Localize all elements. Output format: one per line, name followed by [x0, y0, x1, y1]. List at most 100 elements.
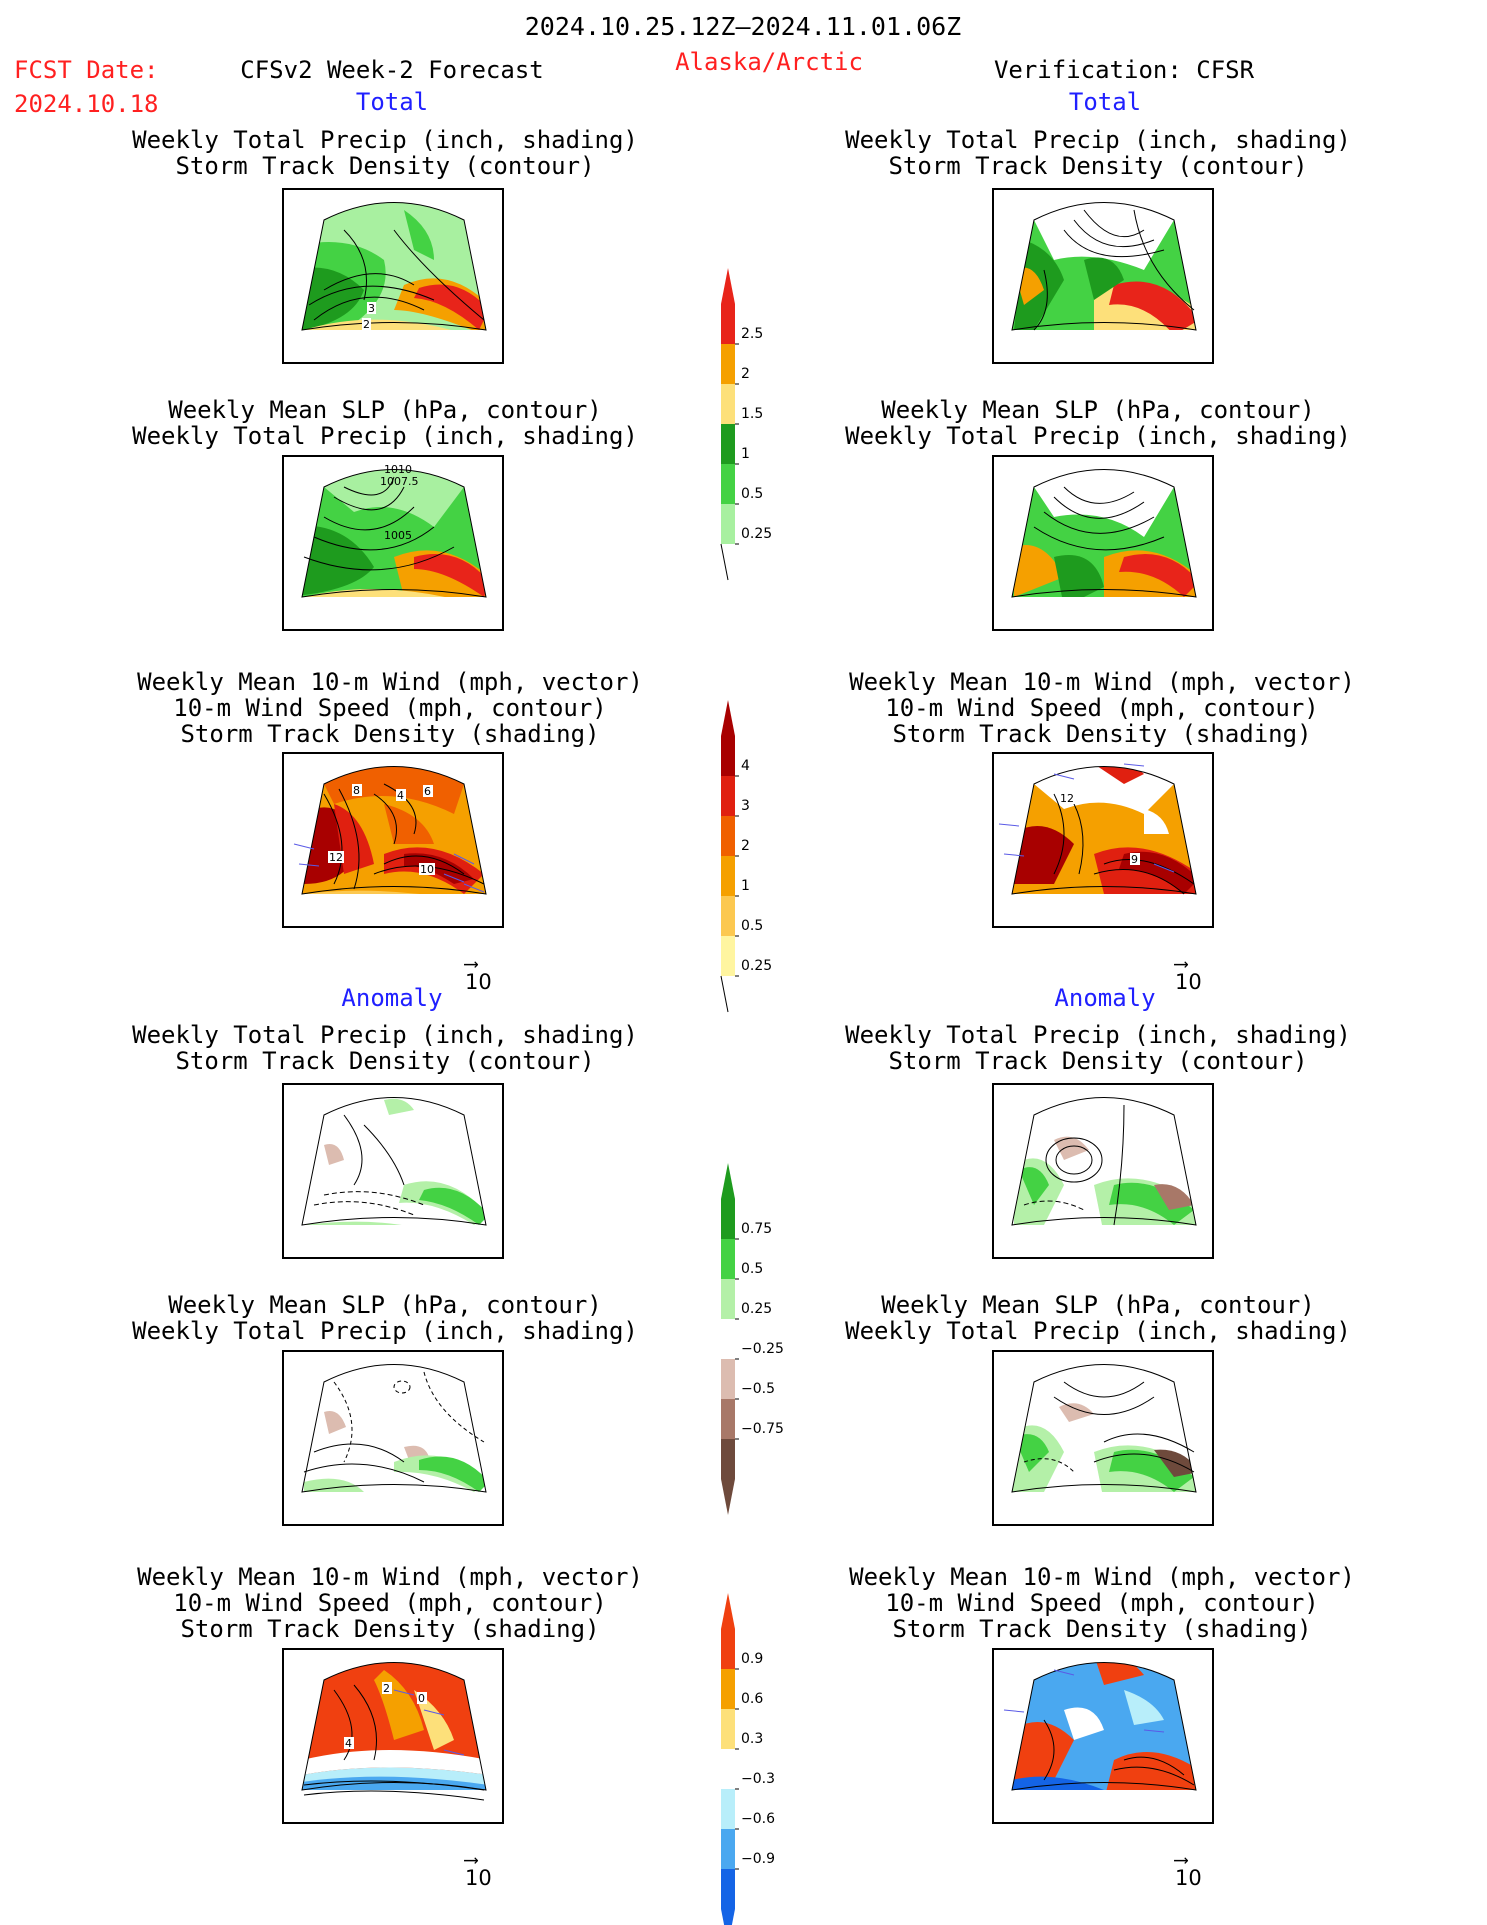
contour-label: 9	[1131, 853, 1138, 866]
colorbar-band	[721, 1629, 735, 1669]
caption-fc-r3-l3: Storm Track Density (shading)	[180, 720, 600, 748]
colorbar-tick-label: 2.5	[741, 326, 763, 342]
caption-ver-r6-l1: Weekly Mean 10-m Wind (mph, vector)	[849, 1563, 1355, 1591]
map-verification-anomaly-precip-storm	[992, 1083, 1214, 1259]
caption-fc-r1-l2: Storm Track Density (contour)	[175, 152, 595, 180]
caption-fc-r4-l2: Storm Track Density (contour)	[175, 1047, 595, 1075]
map-forecast-total-wind-storm: 8 4 6 12 10	[282, 752, 504, 928]
colorbar-band	[721, 1829, 735, 1869]
right-arrow-icon: ⟶	[1175, 1847, 1188, 1871]
contour-label: 8	[353, 784, 360, 797]
caption-fc-r5-l1: Weekly Mean SLP (hPa, contour)	[168, 1291, 602, 1319]
colorbar-top-cap	[721, 268, 735, 304]
colorbar-tick-label: 0.25	[741, 958, 772, 974]
colorbar-tick-label: −0.6	[741, 1811, 775, 1827]
colorbar-band	[721, 1869, 735, 1909]
colorbar-band	[721, 504, 735, 544]
contour-label: 12	[329, 851, 343, 864]
fcst-date-label: FCST Date:	[14, 56, 159, 84]
vector-ref-forecast-anomaly: ⟶ 10	[465, 1847, 492, 1890]
map-verification-total-wind-storm: 12 9	[992, 752, 1214, 928]
colorbar-tick-label: 2	[741, 838, 750, 854]
contour-label: 0	[418, 1692, 425, 1705]
caption-fc-r2-l1: Weekly Mean SLP (hPa, contour)	[168, 396, 602, 424]
contour-label: 3	[368, 302, 375, 315]
colorbar-band	[721, 304, 735, 344]
colorbar-tick-label: 0.5	[741, 918, 763, 934]
caption-fc-r4-l1: Weekly Total Precip (inch, shading)	[132, 1021, 638, 1049]
colorbar-band	[721, 1279, 735, 1319]
caption-ver-r3-l3: Storm Track Density (shading)	[892, 720, 1312, 748]
right-arrow-icon: ⟶	[1175, 951, 1188, 975]
caption-fc-r6-l2: 10-m Wind Speed (mph, contour)	[173, 1589, 607, 1617]
caption-ver-r1-l2: Storm Track Density (contour)	[888, 152, 1308, 180]
colorbar-tick-label: 1	[741, 446, 750, 462]
section-anomaly-left: Anomaly	[341, 984, 443, 1012]
colorbar-band	[721, 464, 735, 504]
contour-label: 12	[1060, 792, 1074, 805]
colorbar-tick-label: 2	[741, 366, 750, 382]
colorbar-tick-label: 0.25	[741, 526, 772, 542]
colorbar-tick-label: 1.5	[741, 406, 763, 422]
colorbar-tick-label: 0.6	[741, 1691, 763, 1707]
colorbar-tick-label: 0.25	[741, 1301, 772, 1317]
colorbar-tick-label: 1	[741, 878, 750, 894]
caption-fc-r2-l2: Weekly Total Precip (inch, shading)	[132, 422, 638, 450]
region-title: Alaska/Arctic	[675, 48, 863, 76]
colorbar-bottom-cap	[721, 976, 735, 1012]
colorbar-top-cap	[721, 1593, 735, 1629]
forecast-model-title: CFSv2 Week-2 Forecast	[240, 56, 544, 84]
map-verification-anomaly-slp-precip	[992, 1350, 1214, 1526]
right-arrow-icon: ⟶	[465, 951, 478, 975]
fcst-date-value: 2024.10.18	[14, 90, 159, 118]
caption-fc-r5-l2: Weekly Total Precip (inch, shading)	[132, 1317, 638, 1345]
colorbar-storm-total: 4 3 2 1 0.5 0.25	[715, 700, 775, 1013]
colorbar-band	[721, 936, 735, 976]
colorbar-band	[721, 1439, 735, 1479]
colorbar-band	[721, 896, 735, 936]
colorbar-band	[721, 424, 735, 464]
caption-fc-r6-l3: Storm Track Density (shading)	[180, 1615, 600, 1643]
section-total-right: Total	[1068, 88, 1142, 116]
contour-label: 10	[420, 863, 434, 876]
valid-period: 2024.10.25.12Z–2024.11.01.06Z	[524, 12, 962, 41]
caption-ver-r2-l2: Weekly Total Precip (inch, shading)	[845, 422, 1351, 450]
colorbar-band	[721, 1199, 735, 1239]
caption-ver-r3-l2: 10-m Wind Speed (mph, contour)	[885, 694, 1319, 722]
verification-title: Verification: CFSR	[993, 56, 1255, 84]
map-forecast-total-slp-precip: 1010 1007.5 1005	[282, 455, 504, 631]
colorbar-storm-anomaly: 0.9 0.6 0.3 −0.3 −0.6 −0.9	[715, 1593, 775, 1925]
map-forecast-anomaly-precip-storm	[282, 1083, 504, 1259]
caption-ver-r6-l3: Storm Track Density (shading)	[892, 1615, 1312, 1643]
colorbar-top-cap	[721, 1163, 735, 1199]
colorbar-tick-label: −0.5	[741, 1381, 775, 1397]
colorbar-bottom-cap	[721, 544, 735, 580]
contour-label: 4	[345, 1737, 352, 1750]
colorbar-tick-label: 0.5	[741, 1261, 763, 1277]
caption-ver-r3-l1: Weekly Mean 10-m Wind (mph, vector)	[849, 668, 1355, 696]
caption-fc-r1-l1: Weekly Total Precip (inch, shading)	[132, 126, 638, 154]
caption-ver-r5-l2: Weekly Total Precip (inch, shading)	[845, 1317, 1351, 1345]
colorbar-band	[721, 384, 735, 424]
colorbar-band	[721, 736, 735, 776]
vector-ref-forecast-total: ⟶ 10	[465, 951, 492, 994]
colorbar-top-cap	[721, 700, 735, 736]
section-anomaly-right: Anomaly	[1054, 984, 1156, 1012]
map-forecast-anomaly-slp-precip	[282, 1350, 504, 1526]
colorbar-tick-label: 0.9	[741, 1651, 763, 1667]
colorbar-tick-label: 0.5	[741, 486, 763, 502]
colorbar-precip-total: 2.5 2 1.5 1 0.5 0.25	[715, 268, 775, 581]
colorbar-band	[721, 776, 735, 816]
colorbar-tick-label: 3	[741, 798, 750, 814]
colorbar-tick-label: 0.3	[741, 1731, 763, 1747]
caption-ver-r5-l1: Weekly Mean SLP (hPa, contour)	[881, 1291, 1315, 1319]
map-verification-anomaly-wind-storm	[992, 1648, 1214, 1824]
contour-label: 4	[397, 789, 404, 802]
colorbar-band	[721, 1669, 735, 1709]
colorbar-precip-anomaly: 0.75 0.5 0.25 −0.25 −0.5 −0.75	[715, 1163, 784, 1515]
right-arrow-icon: ⟶	[465, 1847, 478, 1871]
colorbar-bottom-cap	[721, 1909, 735, 1925]
colorbar-band	[721, 1749, 735, 1789]
colorbar-tick-label: −0.25	[741, 1341, 784, 1357]
caption-ver-r6-l2: 10-m Wind Speed (mph, contour)	[885, 1589, 1319, 1617]
